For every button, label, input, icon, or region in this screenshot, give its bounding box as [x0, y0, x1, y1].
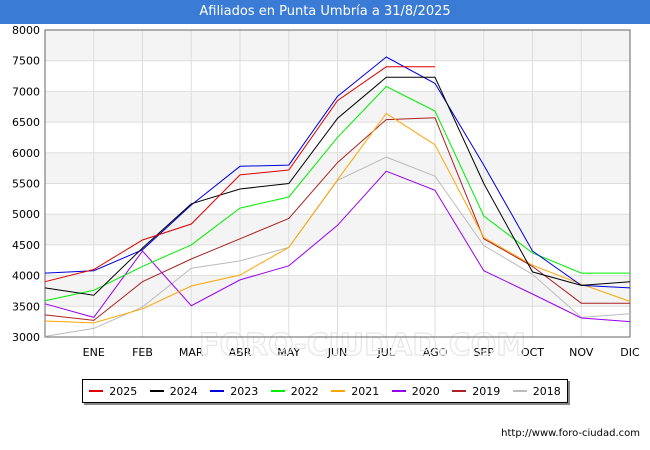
legend-swatch [270, 390, 285, 392]
y-tick-label: 5000 [12, 208, 40, 221]
legend-label: 2023 [230, 384, 259, 398]
legend-label: 2025 [109, 384, 138, 398]
series-line-2023 [44, 56, 631, 289]
y-tick-label: 7000 [12, 85, 40, 98]
x-tick-label: JUN [327, 346, 348, 359]
series-line-2019 [44, 117, 630, 321]
x-tick-label: ENE [83, 346, 105, 359]
legend-label: 2024 [169, 384, 198, 398]
x-tick-label: NOV [569, 346, 594, 359]
legend-label: 2019 [472, 384, 501, 398]
x-tick-label: DIC [620, 346, 640, 359]
x-tick-label: MAY [277, 346, 300, 359]
legend-swatch [210, 390, 225, 392]
legend-item-2021: 2021 [331, 385, 379, 398]
legend-swatch [331, 390, 346, 392]
x-tick-label: JUL [377, 346, 396, 359]
x-tick-label: ABR [229, 346, 252, 359]
y-tick-label: 6000 [12, 147, 40, 160]
series-line-2024 [44, 76, 631, 296]
series-line-2022 [44, 85, 630, 302]
legend-item-2020: 2020 [391, 384, 440, 398]
legend-label: 2021 [351, 384, 380, 398]
legend-item-2018: 2018 [512, 384, 561, 398]
y-tick-label: 4000 [12, 270, 40, 283]
legend-item-2019: 2019 [452, 385, 500, 398]
series-line-2020 [44, 170, 631, 323]
legend-label: 2022 [290, 384, 319, 398]
legend-label: 2020 [411, 384, 440, 398]
y-tick-label: 7500 [12, 55, 40, 68]
chart-legend: 2025 2024 2023 2022 2021 2020 2019 2018 [82, 379, 568, 403]
legend-swatch [149, 390, 164, 392]
legend-swatch [89, 390, 104, 392]
y-tick-label: 4500 [12, 239, 40, 252]
series-line-2021 [44, 112, 631, 324]
legend-item-2022: 2022 [270, 384, 319, 398]
x-tick-label: FEB [132, 346, 153, 359]
y-tick-label: 3500 [12, 300, 40, 313]
y-tick-label: 8000 [12, 24, 40, 37]
legend-swatch [391, 390, 406, 392]
legend-swatch [512, 390, 527, 392]
x-tick-label: MAR [179, 346, 204, 359]
y-tick-label: 3000 [12, 331, 40, 344]
chart-title: Afiliados en Punta Umbría a 31/8/2025 [0, 0, 650, 24]
watermark: FORO-CIUDAD.COM [199, 328, 526, 363]
x-tick-label: OCT [521, 346, 544, 359]
plot-border [44, 29, 631, 338]
legend-label: 2018 [532, 384, 561, 398]
legend-swatch [452, 390, 467, 392]
legend-item-2023: 2023 [210, 385, 258, 398]
series-line-2025 [44, 66, 435, 283]
legend-item-2025: 2025 [89, 385, 137, 398]
x-tick-label: AGO [423, 346, 448, 359]
x-tick-label: SEP [473, 346, 494, 359]
y-tick-label: 5500 [12, 178, 40, 191]
line-chart: 3000 3500 4000 4500 5000 5500 6000 6500 7000 7500… [12, 24, 640, 364]
source-link[interactable]: http://www.foro-ciudad.com [501, 428, 640, 439]
y-tick-label: 6500 [12, 116, 40, 129]
legend-item-2024: 2024 [149, 384, 198, 398]
